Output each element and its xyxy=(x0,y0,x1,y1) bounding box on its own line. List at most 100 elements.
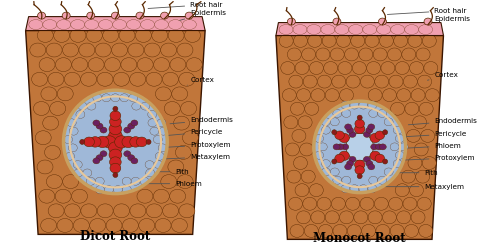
Ellipse shape xyxy=(414,143,428,156)
Ellipse shape xyxy=(344,164,352,170)
Ellipse shape xyxy=(375,131,384,140)
Ellipse shape xyxy=(344,124,352,130)
Ellipse shape xyxy=(342,176,351,184)
Ellipse shape xyxy=(131,120,138,126)
Ellipse shape xyxy=(370,144,378,150)
Ellipse shape xyxy=(72,189,88,203)
Ellipse shape xyxy=(57,20,70,30)
Ellipse shape xyxy=(322,160,330,168)
Ellipse shape xyxy=(113,106,118,111)
Ellipse shape xyxy=(359,48,373,61)
Ellipse shape xyxy=(176,146,192,159)
Ellipse shape xyxy=(102,94,111,102)
Ellipse shape xyxy=(128,155,134,161)
Ellipse shape xyxy=(96,123,103,129)
Ellipse shape xyxy=(154,189,170,203)
Ellipse shape xyxy=(366,62,380,74)
Ellipse shape xyxy=(382,211,396,224)
Ellipse shape xyxy=(38,12,46,19)
Ellipse shape xyxy=(395,184,409,197)
Ellipse shape xyxy=(402,170,415,183)
Ellipse shape xyxy=(148,119,157,127)
Ellipse shape xyxy=(366,127,373,133)
Ellipse shape xyxy=(87,102,96,110)
Ellipse shape xyxy=(179,204,195,218)
Ellipse shape xyxy=(338,62,352,74)
Ellipse shape xyxy=(295,184,309,197)
Ellipse shape xyxy=(290,102,304,115)
Ellipse shape xyxy=(156,152,164,160)
Ellipse shape xyxy=(402,48,416,61)
Ellipse shape xyxy=(377,24,390,34)
Ellipse shape xyxy=(150,127,159,135)
Ellipse shape xyxy=(422,156,436,170)
Ellipse shape xyxy=(354,124,365,134)
Ellipse shape xyxy=(418,75,432,88)
Ellipse shape xyxy=(333,18,341,25)
Ellipse shape xyxy=(364,156,370,162)
Text: Phloem: Phloem xyxy=(108,181,202,187)
Ellipse shape xyxy=(419,224,433,237)
Ellipse shape xyxy=(394,34,407,47)
Ellipse shape xyxy=(284,116,298,129)
Ellipse shape xyxy=(322,118,330,126)
Ellipse shape xyxy=(95,177,104,185)
Ellipse shape xyxy=(288,48,302,61)
Ellipse shape xyxy=(113,172,118,178)
Ellipse shape xyxy=(322,126,330,134)
Polygon shape xyxy=(26,16,205,30)
Ellipse shape xyxy=(359,101,368,109)
Ellipse shape xyxy=(424,62,438,74)
Ellipse shape xyxy=(370,133,380,142)
Ellipse shape xyxy=(380,144,386,150)
Ellipse shape xyxy=(376,224,390,237)
Ellipse shape xyxy=(286,143,300,156)
Text: Endodermis: Endodermis xyxy=(408,118,478,125)
Ellipse shape xyxy=(388,48,402,61)
Ellipse shape xyxy=(109,149,122,160)
Ellipse shape xyxy=(390,143,399,151)
Ellipse shape xyxy=(93,158,100,164)
Ellipse shape xyxy=(146,140,151,144)
Ellipse shape xyxy=(410,184,424,197)
Ellipse shape xyxy=(293,24,307,34)
Ellipse shape xyxy=(382,89,396,102)
Ellipse shape xyxy=(39,58,55,71)
Ellipse shape xyxy=(403,197,417,210)
Polygon shape xyxy=(276,22,444,36)
Ellipse shape xyxy=(32,72,48,86)
Ellipse shape xyxy=(304,224,318,237)
Ellipse shape xyxy=(78,102,87,110)
Ellipse shape xyxy=(144,43,160,57)
Ellipse shape xyxy=(411,211,425,224)
Ellipse shape xyxy=(136,137,147,147)
Ellipse shape xyxy=(93,94,102,102)
Ellipse shape xyxy=(96,186,104,194)
Ellipse shape xyxy=(162,204,178,218)
Ellipse shape xyxy=(114,186,122,194)
Ellipse shape xyxy=(114,72,130,86)
Ellipse shape xyxy=(177,174,193,188)
Ellipse shape xyxy=(154,58,170,71)
Ellipse shape xyxy=(287,170,301,183)
Ellipse shape xyxy=(374,75,388,88)
Text: Dicot Root: Dicot Root xyxy=(80,230,150,243)
Ellipse shape xyxy=(298,116,312,129)
Ellipse shape xyxy=(154,160,163,168)
Ellipse shape xyxy=(126,20,140,30)
Ellipse shape xyxy=(146,204,162,218)
Ellipse shape xyxy=(279,34,293,47)
Ellipse shape xyxy=(141,102,150,110)
Ellipse shape xyxy=(98,20,112,30)
Ellipse shape xyxy=(114,204,130,218)
Ellipse shape xyxy=(68,144,78,152)
Ellipse shape xyxy=(349,132,356,138)
Ellipse shape xyxy=(90,218,106,232)
Ellipse shape xyxy=(368,164,374,170)
Text: Epidermis: Epidermis xyxy=(178,10,226,21)
Ellipse shape xyxy=(160,12,168,19)
Ellipse shape xyxy=(288,197,302,210)
Ellipse shape xyxy=(364,132,370,138)
Ellipse shape xyxy=(37,160,53,174)
Ellipse shape xyxy=(365,34,379,47)
